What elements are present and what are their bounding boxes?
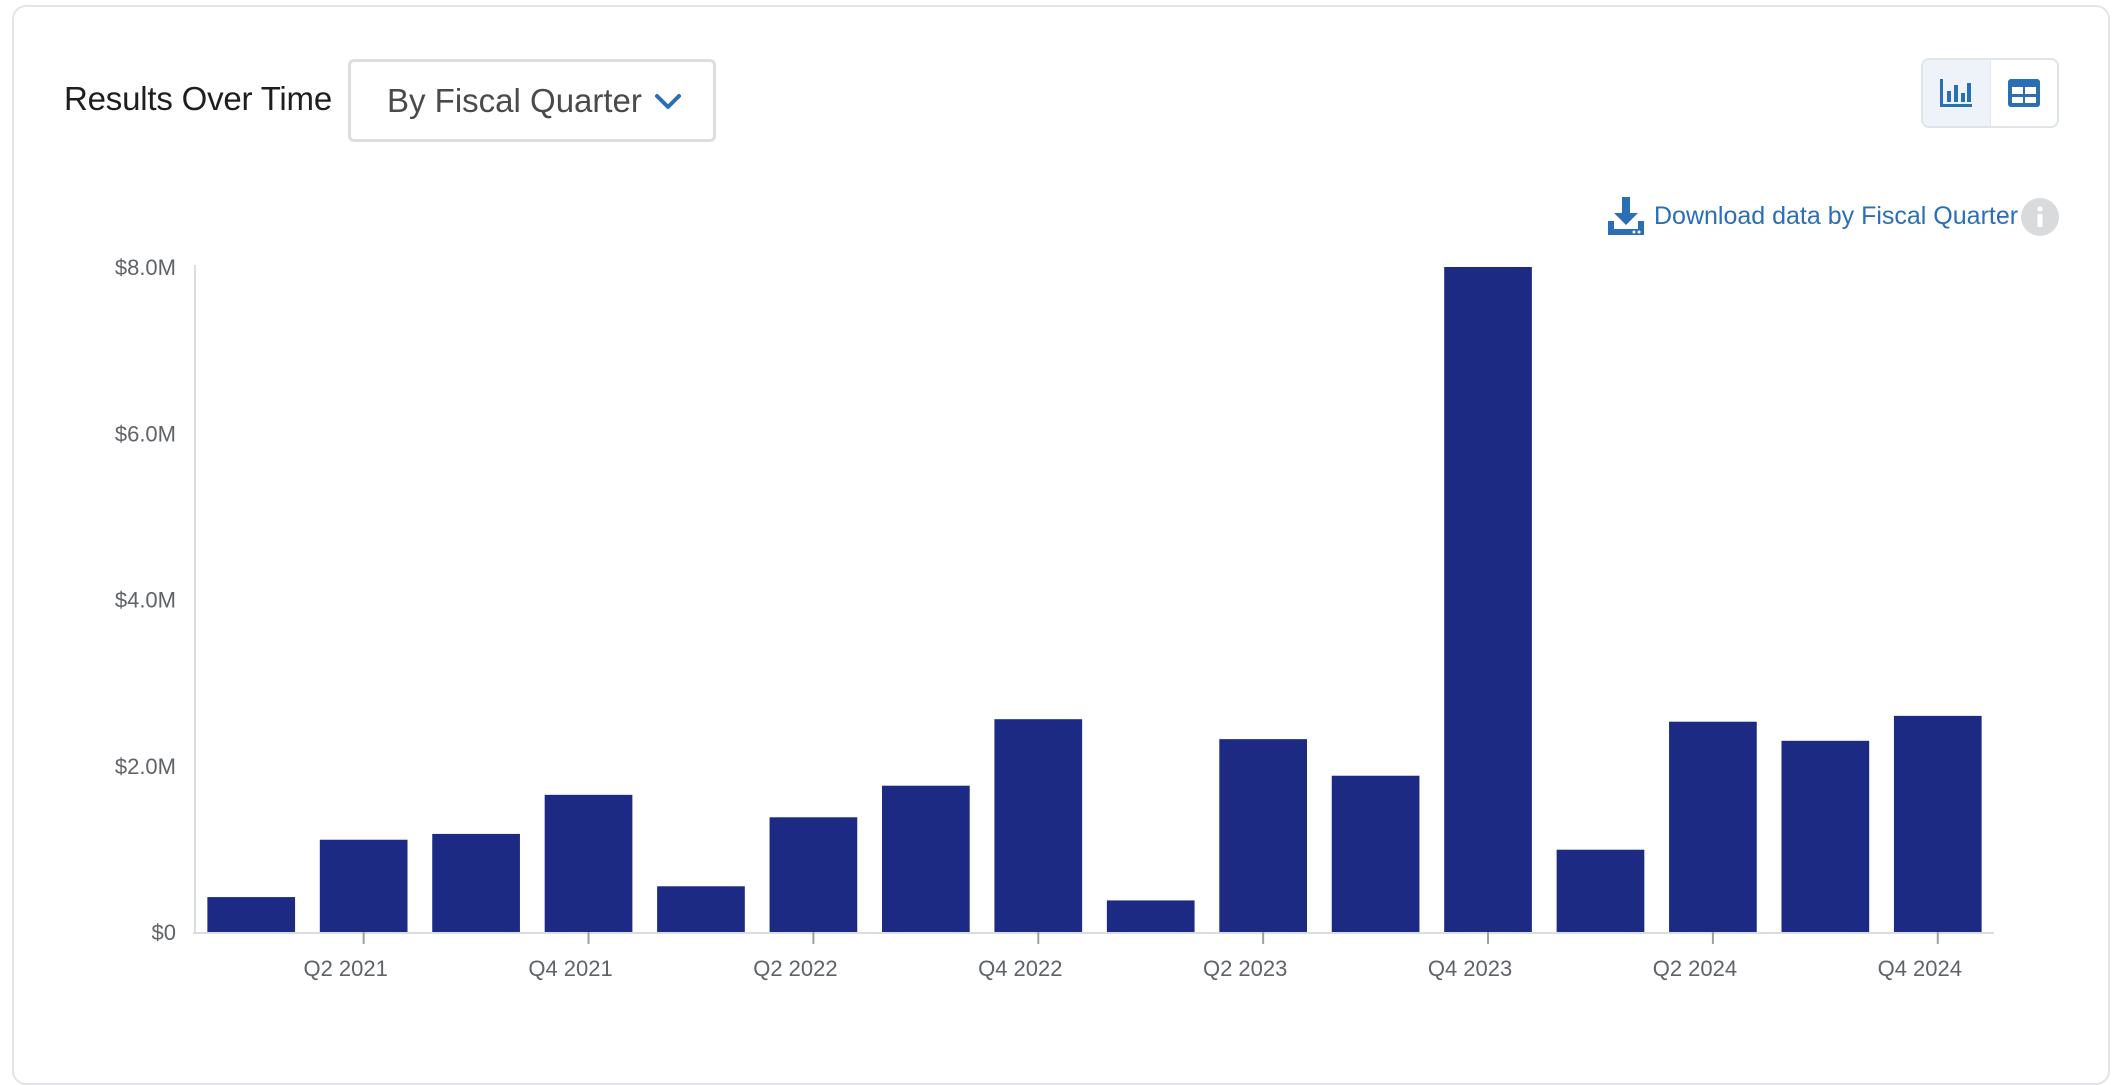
bars-group <box>207 267 1982 932</box>
bar-q2-2022[interactable] <box>769 817 858 932</box>
period-dropdown[interactable]: By Fiscal Quarter <box>348 59 716 142</box>
table-icon <box>2007 79 2040 107</box>
bar-q1-2023[interactable] <box>1106 900 1195 932</box>
bar-q1-2021[interactable] <box>207 897 296 932</box>
bar-q4-2023[interactable] <box>1444 267 1532 932</box>
x-tick-label: Q4 2022 <box>978 956 1062 981</box>
dropdown-selected-value: By Fiscal Quarter <box>387 81 642 119</box>
y-tick-label: $6.0M <box>115 421 176 446</box>
download-label: Download data by Fiscal Quarter <box>1654 201 2019 230</box>
info-button[interactable] <box>2021 198 2059 236</box>
section-title: Results Over Time <box>64 80 332 117</box>
bar-q1-2022[interactable] <box>657 886 745 932</box>
bar-chart: $0 $2.0M $4.0M $6.0M $8.0M Q2 2021 Q4 2021 Q2 2… <box>115 255 1994 981</box>
view-toggle <box>1921 58 2059 128</box>
bar-q4-2022[interactable] <box>994 719 1083 932</box>
axes-group: $0 $2.0M $4.0M $6.0M $8.0M Q2 2021 Q4 2021 Q2 2… <box>115 255 1994 981</box>
bar-q3-2022[interactable] <box>881 785 970 932</box>
bar-q4-2024[interactable] <box>1893 715 1982 932</box>
x-tick-label: Q4 2024 <box>1878 956 1962 981</box>
bar-q2-2021[interactable] <box>319 839 408 932</box>
download-icon <box>1608 197 1644 235</box>
chevron-down-icon <box>655 94 681 109</box>
info-icon <box>2037 206 2043 227</box>
x-tick-label: Q2 2024 <box>1653 956 1737 981</box>
table-view-button[interactable] <box>1989 60 2058 126</box>
bar-q3-2024[interactable] <box>1781 740 1870 932</box>
x-tick-label: Q2 2022 <box>753 956 837 981</box>
bar-q4-2021[interactable] <box>544 794 633 932</box>
y-tick-label: $8.0M <box>115 255 176 280</box>
x-tick-label: Q2 2021 <box>303 956 387 981</box>
x-tick-label: Q4 2023 <box>1428 956 1512 981</box>
x-tick-label: Q4 2021 <box>528 956 612 981</box>
bar-q2-2024[interactable] <box>1669 721 1757 932</box>
chart-view-button[interactable] <box>1923 60 1990 126</box>
bar-q1-2024[interactable] <box>1556 849 1645 932</box>
bar-q3-2021[interactable] <box>432 833 520 932</box>
x-tick-label: Q2 2023 <box>1203 956 1287 981</box>
bar-chart-icon <box>1940 79 1973 107</box>
bar-q2-2023[interactable] <box>1219 739 1308 932</box>
bar-q3-2023[interactable] <box>1331 775 1420 932</box>
download-data-link[interactable]: Download data by Fiscal Quarter <box>1606 195 2018 237</box>
y-tick-label: $4.0M <box>115 588 176 613</box>
y-tick-label: $0 <box>152 920 176 945</box>
y-tick-label: $2.0M <box>115 754 176 779</box>
